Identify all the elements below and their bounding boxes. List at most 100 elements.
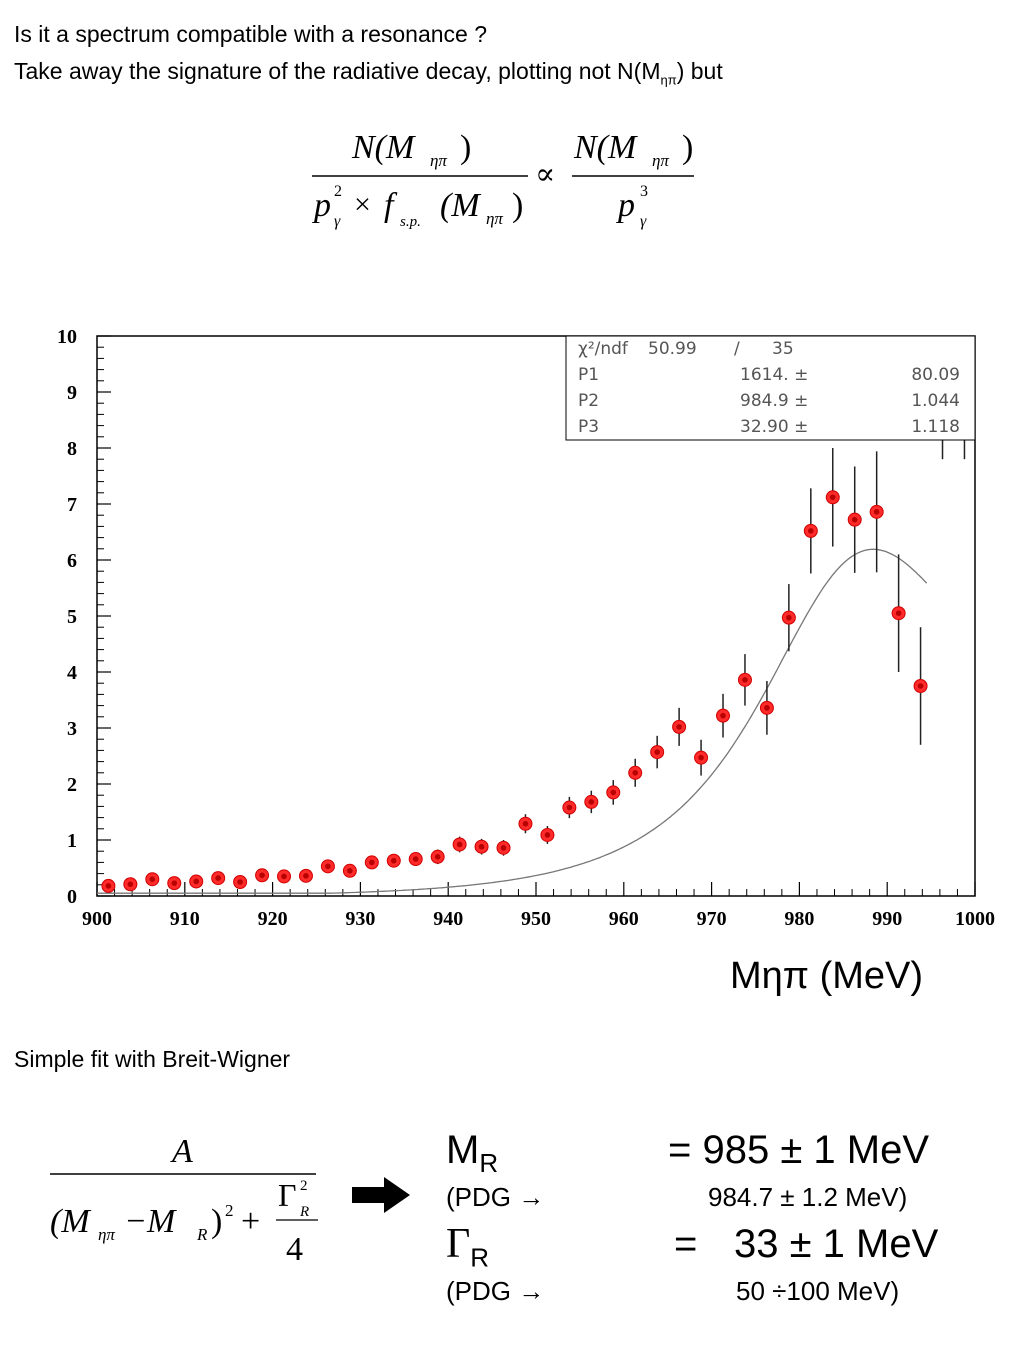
- formula-lhs-den-f-sub: s.p.: [400, 214, 421, 230]
- gr-label: ΓR: [446, 1221, 490, 1273]
- stats-box-frame: [565, 335, 976, 441]
- stats-row-param-error: 1.118: [911, 417, 960, 437]
- x-axis-ticks: 900 910 920 930 940 950 960 970 980 990 1000: [82, 882, 995, 930]
- x-tick-label: 910: [170, 908, 200, 930]
- data-point-core: [347, 868, 353, 874]
- formula-lhs-den-m-close: ): [512, 187, 523, 224]
- data-point-core: [808, 528, 814, 534]
- bw-gamma-sub: R: [299, 1204, 309, 1220]
- formula-rhs-num-sub: ηπ: [652, 151, 669, 170]
- y-tick-label: 5: [67, 606, 77, 628]
- data-point-core: [237, 879, 243, 885]
- data-point-core: [105, 883, 112, 889]
- formula-propto: ∝: [535, 158, 555, 191]
- y-axis-ticks: 0 1 2 3 4 5 6 7 8 9 10: [57, 326, 111, 908]
- bw-num: A: [170, 1133, 193, 1170]
- formula-lhs-den-p-sup: 2: [334, 183, 342, 200]
- stats-box: χ²/ndf 50.99 / 35 P1 1614. ± 80.09 P2 984.9 ± 1.0…: [565, 335, 976, 441]
- y-tick-label: 7: [67, 494, 77, 516]
- subtitle: Simple fit with Breit-Wigner: [14, 1046, 291, 1072]
- formula-lhs-den-times: ×: [354, 188, 371, 221]
- formula-lhs-den-p: p: [312, 187, 331, 224]
- x-tick-label: 930: [345, 908, 375, 930]
- data-point-core: [412, 856, 419, 862]
- stats-row-chi2-ndf: 35: [772, 339, 794, 359]
- y-tick-label: 0: [67, 886, 77, 908]
- x-axis-label: Mηπ (MeV): [730, 955, 924, 997]
- x-tick-label: 940: [433, 908, 463, 930]
- data-point-core: [325, 863, 331, 870]
- x-tick-label: 980: [784, 908, 814, 930]
- formula-lhs-den-p-sub: γ: [334, 213, 341, 230]
- formula-rhs-den-p: p: [616, 187, 635, 224]
- data-point-core: [829, 494, 836, 501]
- y-tick-label: 9: [67, 382, 77, 404]
- formula-lhs-den-f: f: [384, 187, 398, 224]
- intro-line-2-main: Take away the signature of the radiative…: [14, 58, 661, 84]
- stats-row-chi2-value: 50.99: [648, 339, 697, 359]
- y-tick-label: 2: [67, 774, 77, 796]
- data-point-core: [149, 876, 156, 882]
- data-point-core: [500, 845, 507, 851]
- stats-row-chi2-sep: /: [734, 339, 740, 359]
- bw-four: 4: [286, 1231, 303, 1268]
- stats-row-param-value: 984.9 ±: [740, 391, 808, 411]
- y-tick-label: 4: [67, 662, 77, 684]
- bw-den-sup: 2: [225, 1201, 234, 1220]
- formula-rhs-den-p-sub: γ: [640, 213, 647, 230]
- data-point-core: [895, 610, 902, 616]
- mr-label: MR: [446, 1128, 499, 1178]
- formula-rhs-num: N(M: [573, 129, 638, 166]
- data-point-core: [851, 516, 858, 523]
- data-point-core: [281, 873, 287, 880]
- data-point-core: [720, 712, 726, 719]
- stats-row-param-label: P1: [578, 365, 599, 385]
- data-point-core: [742, 677, 748, 683]
- data-point-core: [522, 820, 529, 827]
- y-tick-label: 1: [67, 830, 77, 852]
- data-point-core: [764, 705, 770, 711]
- formula-lhs-den-m-sub: ηπ: [486, 209, 503, 228]
- intro-line-2-tail: ) but: [676, 58, 723, 84]
- data-point-core: [632, 770, 639, 776]
- bw-gamma: Γ: [278, 1177, 297, 1213]
- data-point-core: [171, 880, 178, 886]
- data-point-core: [873, 509, 880, 515]
- stats-row-param-error: 1.044: [911, 391, 960, 411]
- bw-den-close: ): [211, 1203, 222, 1240]
- pdg1-value: 984.7 ± 1.2 MeV): [708, 1182, 908, 1212]
- x-tick-label: 960: [609, 908, 639, 930]
- x-tick-label: 1000: [955, 908, 995, 930]
- x-tick-label: 950: [521, 908, 551, 930]
- x-tick-label: 970: [697, 908, 727, 930]
- data-point-core: [654, 749, 660, 755]
- data-point-core: [303, 873, 309, 879]
- top-formula: N(M ηπ ) p 2 γ × f s.p. (M ηπ ) ∝ N(M ηπ…: [312, 129, 694, 230]
- data-point-core: [215, 875, 221, 881]
- data-point-core: [610, 789, 617, 796]
- pdg1-label: (PDG →: [446, 1182, 545, 1212]
- intro-line-1: Is it a spectrum compatible with a reson…: [14, 21, 488, 47]
- intro-line-2-sub: ηπ: [660, 72, 677, 88]
- fit-curve: [97, 548, 928, 894]
- data-point-core: [369, 859, 375, 866]
- bw-den-minus: −M: [124, 1203, 177, 1240]
- data-point-core: [676, 724, 682, 730]
- data-point-core: [544, 832, 551, 838]
- data-point-core: [566, 804, 573, 811]
- data-point-core: [786, 614, 792, 621]
- data-point-core: [917, 683, 924, 689]
- stats-row-chi2-label: χ²/ndf: [578, 339, 629, 359]
- data-point-core: [698, 754, 704, 761]
- stats-row-param-error: 80.09: [911, 365, 960, 385]
- data-point-core: [193, 878, 200, 885]
- stats-row-param-label: P3: [578, 417, 599, 437]
- y-tick-label: 8: [67, 438, 77, 460]
- bw-plus: +: [241, 1203, 260, 1240]
- data-point-core: [434, 854, 441, 860]
- intro-line-2: Take away the signature of the radiative…: [14, 57, 723, 95]
- x-tick-label: 920: [258, 908, 288, 930]
- stats-row-param-value: 1614. ±: [740, 365, 808, 385]
- formula-rhs-den-p-sup: 3: [640, 183, 648, 200]
